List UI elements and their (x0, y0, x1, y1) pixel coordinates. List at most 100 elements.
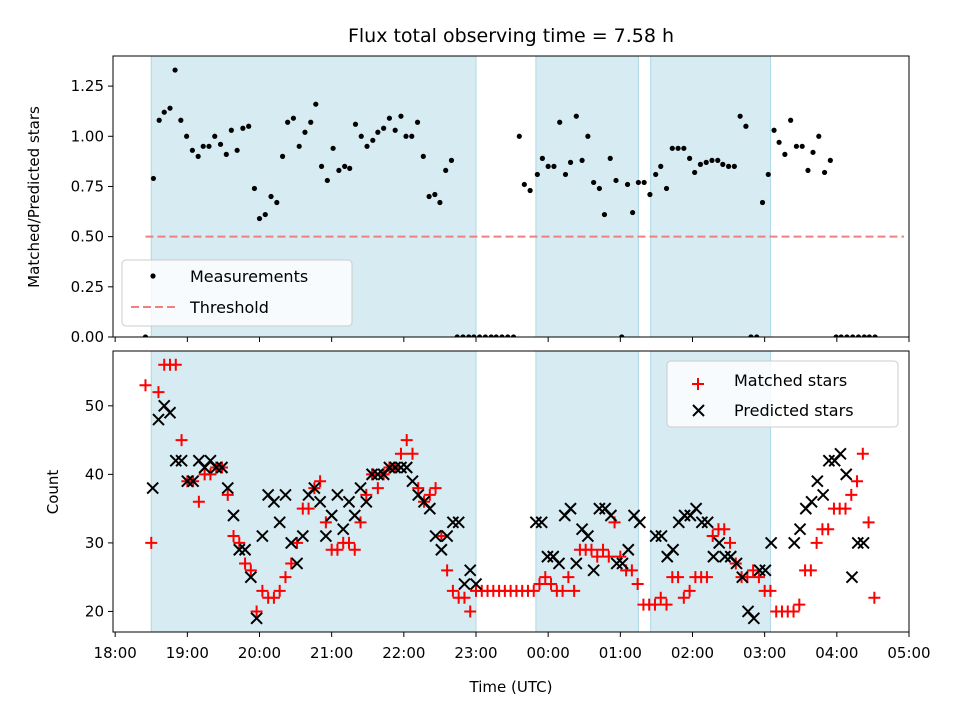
measurement-point (776, 139, 782, 145)
predicted-star-point (244, 570, 258, 584)
matched-star-point (250, 605, 263, 618)
predicted-star-point (469, 577, 483, 591)
predicted-star-point (186, 475, 200, 488)
matched-star-point (718, 523, 731, 536)
measurement-point (675, 145, 681, 151)
measurement-point (403, 133, 409, 139)
measurement-point (466, 334, 472, 337)
legend-predicted-marker (692, 404, 705, 417)
predicted-star-point (146, 481, 159, 495)
bottom-axes-frame (112, 350, 910, 633)
matched-star-point (804, 564, 817, 577)
legend-matched-marker (692, 378, 704, 390)
matched-star-point (793, 598, 806, 611)
top-shaded-interval (535, 56, 639, 337)
measurement-point (482, 334, 488, 337)
matched-star-point (845, 488, 858, 501)
matched-star-point (285, 557, 298, 570)
matched-star-point (331, 543, 344, 556)
measurement-point (827, 157, 833, 163)
measurement-point (240, 125, 246, 131)
matched-star-point (221, 488, 234, 501)
matched-star-point (354, 516, 367, 529)
measurement-point (142, 334, 149, 337)
predicted-star-point (394, 461, 408, 474)
predicted-star-point (822, 454, 836, 467)
measurement-point (765, 171, 771, 178)
matched-star-point (810, 536, 823, 549)
measurement-point (793, 143, 800, 149)
measurement-point (477, 334, 483, 337)
x-axis-label: Time (UTC) (469, 678, 553, 696)
matched-star-point (700, 571, 713, 584)
predicted-star-point (250, 612, 263, 625)
predicted-star-point (279, 488, 292, 502)
matched-star-point (597, 543, 610, 556)
matched-star-point (175, 434, 188, 447)
predicted-star-point (805, 495, 818, 508)
bottom-y-axis-label: Count (44, 470, 62, 515)
predicted-star-point (541, 550, 554, 563)
measurement-point (167, 105, 173, 111)
predicted-star-point (152, 413, 165, 426)
predicted-star-point (429, 529, 442, 543)
measurement-point (579, 157, 585, 163)
measurement-point (641, 179, 647, 186)
measurement-point (872, 334, 878, 337)
matched-star-point (677, 591, 690, 604)
measurement-point (782, 151, 788, 157)
matched-star-point (169, 358, 182, 371)
measurement-point (398, 113, 404, 119)
measurement-point (567, 159, 574, 165)
measurement-point (228, 127, 234, 133)
predicted-star-point (816, 488, 830, 502)
measurement-point (601, 211, 608, 218)
measurement-point (223, 151, 229, 157)
measurement-point (262, 211, 268, 218)
measurement-point (234, 147, 240, 153)
bottom-x-ticks: 18:00 19:00 20:00 21:00 22:00 23:00 00:00 01:00… (94, 632, 931, 662)
predicted-star-point (383, 461, 396, 474)
matched-star-point (856, 447, 869, 460)
predicted-star-point (337, 522, 350, 536)
matched-star-point (568, 584, 581, 597)
predicted-star-point (290, 557, 304, 570)
measurement-point (788, 117, 794, 123)
matched-star-point (464, 605, 477, 618)
measurement-point (534, 171, 540, 178)
matched-star-point (348, 543, 361, 556)
legend-threshold-label: Threshold (189, 298, 269, 317)
measurement-point (184, 133, 190, 139)
matched-star-point (631, 578, 644, 591)
measurement-point (296, 143, 302, 149)
measurement-point (866, 334, 872, 337)
bottom-y-tick-label: 50 (85, 397, 104, 415)
measurement-point (653, 171, 659, 178)
x-tick-label: 01:00 (599, 644, 642, 662)
measurement-point (206, 143, 212, 149)
matched-star-point (412, 482, 425, 495)
measurement-point (200, 143, 206, 149)
bottom-shaded-interval (535, 351, 639, 632)
predicted-star-point (348, 509, 361, 522)
matched-star-point (602, 550, 615, 563)
legend-measurements-marker (150, 273, 156, 279)
matched-star-point (400, 434, 413, 447)
matched-star-point (204, 468, 217, 481)
measurement-point (527, 187, 533, 194)
top-legend-box (121, 259, 353, 327)
predicted-star-point (227, 509, 240, 522)
measurement-point (370, 137, 376, 143)
measurement-point (731, 163, 737, 169)
measurement-point (172, 67, 178, 73)
matched-star-point (371, 482, 384, 495)
measurement-point (178, 117, 184, 123)
predicted-star-point (845, 570, 859, 584)
measurement-point (833, 334, 839, 337)
measurement-point (669, 145, 675, 151)
measurement-point (251, 185, 258, 192)
measurement-point (607, 155, 613, 161)
matched-star-point (145, 536, 158, 549)
measurement-point (709, 157, 715, 163)
